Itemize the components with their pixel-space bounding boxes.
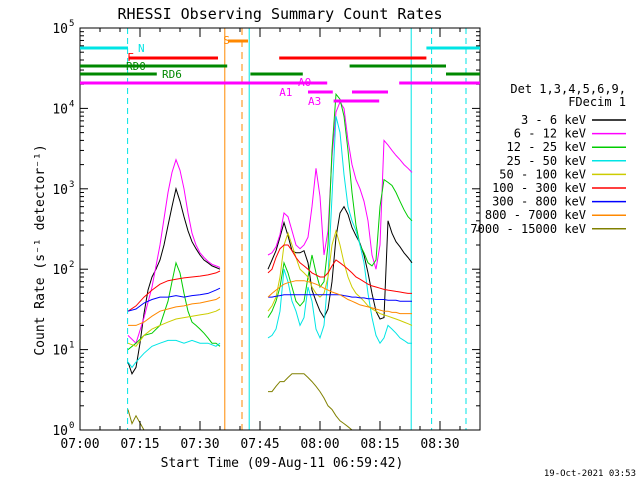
- legend-label: 50 - 100 keV: [499, 167, 586, 181]
- series-line-6-orbit2: [268, 294, 412, 302]
- y-tick-exponent: 2: [69, 260, 74, 270]
- flags-layer: NF S RD0 RD6 A0 A1 A3: [80, 34, 480, 108]
- extras-layer: [127, 28, 467, 430]
- x-tick-label: 08:30: [420, 437, 459, 452]
- legend-label: 12 - 25 keV: [507, 140, 586, 154]
- legend-header-line1: Det 1,3,4,5,6,9,: [510, 82, 626, 96]
- legend-label: 25 - 50 keV: [507, 154, 586, 168]
- flag-label-f: F: [127, 51, 134, 64]
- series-line-8-orbit2: [268, 373, 412, 430]
- timestamp: 19-Oct-2021 03:53: [544, 469, 636, 479]
- flag-label-s: S: [223, 34, 230, 47]
- legend-label: 6 - 12 keV: [514, 127, 586, 141]
- series-line-4: [127, 308, 221, 347]
- y-tick-label: 10: [52, 183, 68, 198]
- chart-title: RHESSI Observing Summary Count Rates: [117, 5, 442, 23]
- y-tick-exponent: 4: [69, 99, 74, 109]
- y-tick-label: 10: [52, 424, 68, 439]
- series-line-3: [127, 339, 221, 369]
- series-line-2-orbit2: [267, 92, 413, 318]
- x-tick-label: 08:15: [360, 437, 399, 452]
- flag-label-a3: A3: [308, 95, 321, 108]
- x-axis-label: Start Time (09-Aug-11 06:59:42): [161, 456, 404, 471]
- flag-label-a0: A0: [298, 76, 311, 89]
- y-tick-exponent: 3: [69, 180, 74, 190]
- series-layer: [127, 92, 413, 430]
- flag-label-rd0: RD0: [126, 60, 146, 73]
- series-line-5: [127, 270, 221, 312]
- y-tick-label: 10: [52, 344, 68, 359]
- x-tick-label: 07:00: [60, 437, 99, 452]
- y-axis-label: Count Rate (s⁻¹ detector⁻¹): [33, 144, 48, 355]
- series-line-4-orbit2: [267, 228, 413, 326]
- x-tick-label: 07:30: [180, 437, 219, 452]
- series-line-1: [127, 158, 221, 345]
- series-line-6: [127, 287, 221, 312]
- series-line-0: [127, 186, 221, 375]
- y-tick-label: 10: [52, 102, 68, 117]
- y-tick-exponent: 0: [69, 421, 74, 431]
- y-tick-exponent: 5: [69, 19, 74, 29]
- legend-label: 800 - 7000 keV: [485, 208, 586, 222]
- x-tick-label: 08:00: [300, 437, 339, 452]
- legend-label: 3 - 6 keV: [521, 113, 586, 127]
- series-line-7: [128, 296, 221, 326]
- x-tick-label: 07:45: [240, 437, 279, 452]
- y-tick-exponent: 1: [69, 341, 74, 351]
- legend-header-line2: FDecim 1: [568, 95, 626, 109]
- series-line-2: [127, 261, 221, 350]
- y-tick-label: 10: [52, 263, 68, 278]
- series-line-8: [127, 409, 220, 430]
- flag-label-a1: A1: [279, 86, 292, 99]
- series-line-3-orbit2: [267, 116, 412, 345]
- x-tick-label: 07:15: [120, 437, 159, 452]
- y-tick-label: 10: [52, 22, 68, 37]
- legend-label: 7000 - 15000 keV: [470, 222, 586, 236]
- flag-label-rd6: RD6: [162, 68, 182, 81]
- legend-label: 300 - 800 keV: [492, 195, 586, 209]
- series-line-7-orbit2: [267, 280, 412, 315]
- series-line-5-orbit2: [267, 244, 412, 294]
- legend-label: 100 - 300 keV: [492, 181, 586, 195]
- flag-label-n: N: [138, 42, 145, 55]
